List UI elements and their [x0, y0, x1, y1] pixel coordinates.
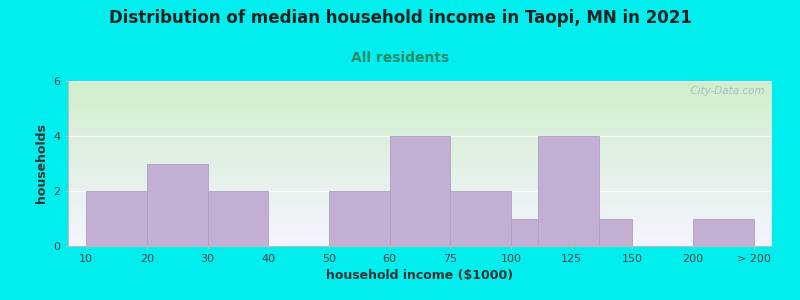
Bar — [329, 191, 390, 246]
Bar — [511, 218, 538, 246]
X-axis label: household income ($1000): household income ($1000) — [326, 269, 514, 282]
Bar — [207, 191, 268, 246]
Bar — [450, 191, 511, 246]
Y-axis label: households: households — [34, 124, 48, 203]
Text: Distribution of median household income in Taopi, MN in 2021: Distribution of median household income … — [109, 9, 691, 27]
Text: All residents: All residents — [351, 51, 449, 65]
Bar — [693, 218, 754, 246]
Bar — [599, 218, 633, 246]
Bar — [390, 136, 450, 246]
Bar — [147, 164, 207, 246]
Text: City-Data.com: City-Data.com — [684, 86, 765, 96]
Bar — [538, 136, 599, 246]
Bar — [86, 191, 147, 246]
